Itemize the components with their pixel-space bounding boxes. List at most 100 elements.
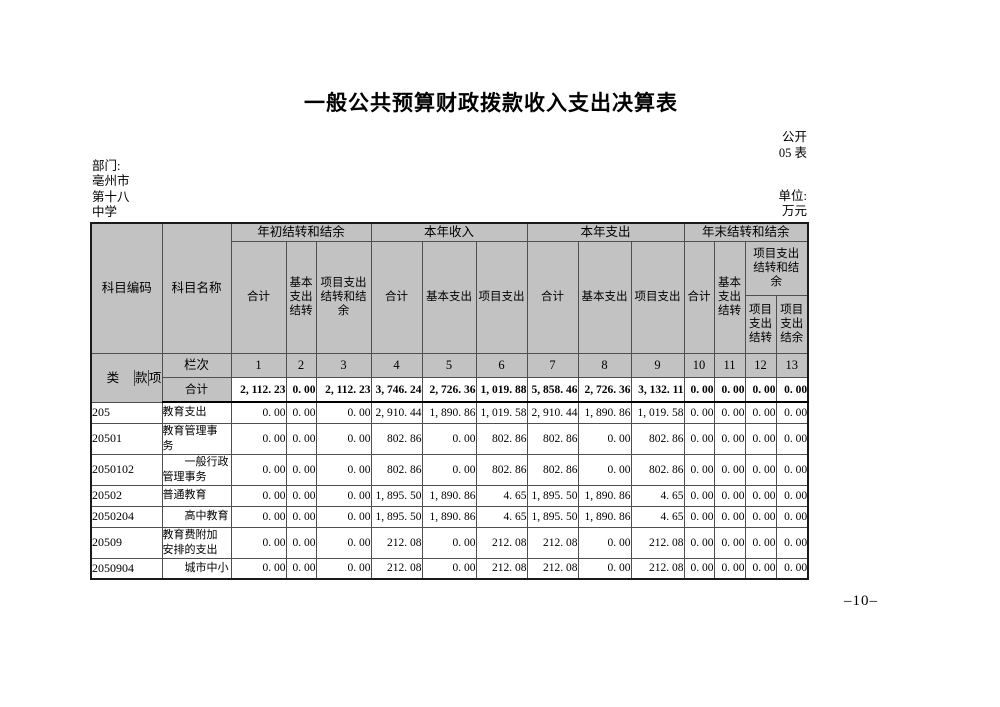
value-cell: 802. 86 [475,422,528,455]
value-cell: 0. 00 [683,484,715,507]
header-sub-sub-row: 项目 支出 结转 项目 支出 结余 [91,294,809,354]
total-value-cell: 1, 019. 88 [475,377,528,403]
col-number: 6 [475,352,528,378]
col-number: 10 [683,352,715,378]
total-value-cell: 0. 00 [744,377,777,403]
value-cell: 802. 86 [630,453,685,486]
value-cell: 0. 00 [285,453,317,486]
value-cell: 0. 00 [230,401,287,424]
value-cell: 0. 00 [683,526,715,559]
value-cell: 1, 895. 50 [526,505,579,528]
value-cell: 4. 65 [475,484,528,507]
subject-code-cell: 2050204 [90,505,163,528]
total-value-cell: 5, 858. 46 [526,377,579,403]
col-header-expense-project: 项目支出 [630,240,685,354]
total-value-cell: 2, 726. 36 [577,377,632,403]
group-header-begin-carry: 年初结转和结余 [230,222,372,242]
value-cell: 2, 910. 44 [370,401,423,424]
value-cell: 0. 00 [285,557,317,580]
total-value-cell: 0. 00 [713,377,746,403]
value-cell: 802. 86 [370,422,423,455]
col-header-income-total: 合计 [370,240,423,354]
value-cell: 1, 019. 58 [630,401,685,424]
value-cell: 802. 86 [526,453,579,486]
subject-code-cell: 20501 [90,422,163,455]
value-cell: 0. 00 [775,557,809,580]
value-cell: 802. 86 [526,422,579,455]
class-header: 类 [106,370,120,385]
value-cell: 0. 00 [744,505,777,528]
col-number: 5 [421,352,477,378]
table-row: 20501 教育管理事 务 0. 00 0. 00 0. 00 802. 86 … [90,422,809,455]
value-cell: 0. 00 [775,401,809,424]
table-row: 20509 教育费附加 安排的支出 0. 00 0. 00 0. 00 212.… [90,526,809,559]
col-number: 9 [630,352,685,378]
col-header-subject-code: 科目编码 [90,222,163,354]
value-cell: 212. 08 [526,557,579,580]
col-number: 7 [526,352,579,378]
col-number: 4 [370,352,423,378]
value-cell: 802. 86 [370,453,423,486]
code-split-header: 类 款 项 [90,352,163,403]
value-cell: 4. 65 [630,484,685,507]
value-cell: 0. 00 [775,453,809,486]
col-header-income-project: 项目支出 [475,240,528,354]
value-cell: 1, 890. 86 [577,484,632,507]
col-number: 3 [315,352,372,378]
value-cell: 802. 86 [630,422,685,455]
value-cell: 0. 00 [713,453,746,486]
col-header-end-total: 合计 [683,240,715,354]
section-header: 款 [133,369,148,386]
value-cell: 0. 00 [577,526,632,559]
value-cell: 1, 890. 86 [577,505,632,528]
col-header-begin-project-carry: 项目支出 结转和结 余 [315,240,372,354]
value-cell: 0. 00 [713,422,746,455]
col-header-end-basic-carry: 基本 支出 结转 [713,240,746,354]
col-header-expense-total: 合计 [526,240,579,354]
page-number: –10– [844,593,878,609]
value-cell: 4. 65 [475,505,528,528]
value-cell: 0. 00 [683,401,715,424]
value-cell: 0. 00 [421,422,477,455]
total-value-cell: 0. 00 [775,377,809,403]
value-cell: 0. 00 [577,453,632,486]
item-header: 项 [147,369,162,386]
column-number-row: 类 款 项 栏次 1 2 3 4 5 6 7 8 9 10 11 12 13 [90,352,809,403]
col-header-subject-name: 科目名称 [161,222,232,354]
total-value-cell: 0. 00 [285,377,317,403]
value-cell: 0. 00 [315,401,372,424]
value-cell: 0. 00 [683,505,715,528]
col-number: 8 [577,352,632,378]
value-cell: 0. 00 [744,401,777,424]
table-row: 20502 普通教育 0. 00 0. 00 0. 00 1, 895. 50 … [90,484,809,507]
value-cell: 0. 00 [775,505,809,528]
subject-name-cell: 普通教育 [161,484,232,507]
total-value-cell: 3, 132. 11 [630,377,685,403]
budget-table: 科目编码 科目名称 年初结转和结余 本年收入 本年支出 年末结转和结余 合计 基… [90,222,810,580]
value-cell: 1, 895. 50 [370,484,423,507]
value-cell: 0. 00 [713,557,746,580]
subject-name-cell: 一般行政 管理事务 [161,453,232,486]
value-cell: 1, 019. 58 [475,401,528,424]
value-cell: 0. 00 [285,526,317,559]
value-cell: 0. 00 [713,484,746,507]
subgroup-header-end-project-carry: 项目支出 结转和结 余 [744,240,809,296]
value-cell: 212. 08 [370,526,423,559]
value-cell: 0. 00 [683,453,715,486]
value-cell: 212. 08 [475,526,528,559]
page-title: 一般公共预算财政拨款收入支出决算表 [304,92,678,115]
col-number: 2 [285,352,317,378]
subject-code-cell: 205 [90,401,163,424]
col-number: 13 [775,352,809,378]
header-sub-row: 合计 基本 支出 结转 项目支出 结转和结 余 合计 基本支出 项目支出 合计 … [91,240,809,354]
total-value-cell: 0. 00 [683,377,715,403]
value-cell: 212. 08 [370,557,423,580]
value-cell: 212. 08 [475,557,528,580]
value-cell: 0. 00 [713,401,746,424]
value-cell: 1, 890. 86 [421,484,477,507]
value-cell: 212. 08 [526,526,579,559]
value-cell: 1, 895. 50 [526,484,579,507]
col-header-end-project-balance: 项目 支出 结余 [775,294,809,354]
table-row: 205 教育支出 0. 00 0. 00 0. 00 2, 910. 44 1,… [90,401,809,424]
